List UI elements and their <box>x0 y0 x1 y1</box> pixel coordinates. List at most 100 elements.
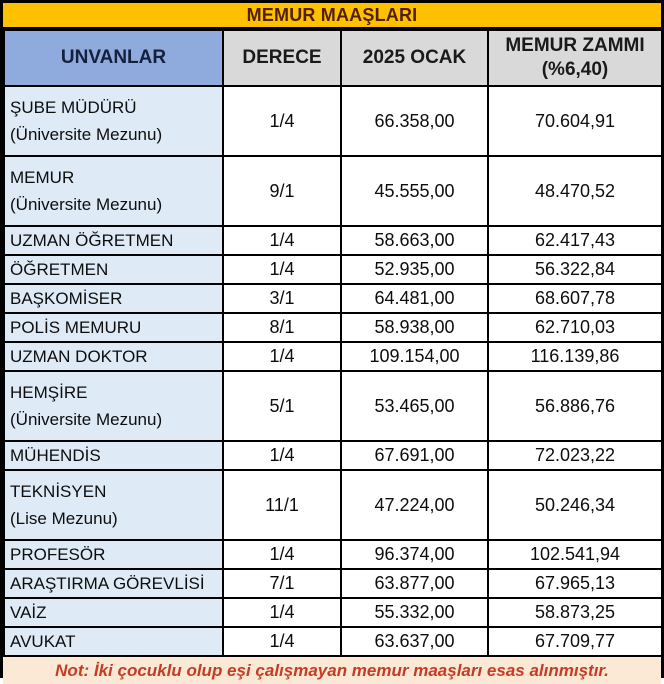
table-row: TEKNİSYEN (Lise Mezunu) 11/1 47.224,00 5… <box>3 469 663 541</box>
cell-unvan: PROFESÖR <box>3 539 224 570</box>
cell-2025-ocak: 58.663,00 <box>340 225 489 256</box>
cell-memur-zammi: 67.709,77 <box>487 626 663 657</box>
cell-2025-ocak: 96.374,00 <box>340 539 489 570</box>
cell-unvan: UZMAN ÖĞRETMEN <box>3 225 224 256</box>
footnote-bar: Not: İki çocuklu olup eşi çalışmayan mem… <box>3 657 661 684</box>
cell-unvan: AVUKAT <box>3 626 224 657</box>
cell-memur-zammi: 58.873,25 <box>487 597 663 628</box>
cell-2025-ocak: 47.224,00 <box>340 469 489 541</box>
unvan-title: ARAŞTIRMA GÖREVLİSİ <box>10 574 205 593</box>
cell-memur-zammi: 56.322,84 <box>487 254 663 285</box>
unvan-subtitle: (Üniversite Mezunu) <box>10 410 163 429</box>
cell-2025-ocak: 63.637,00 <box>340 626 489 657</box>
cell-derece: 8/1 <box>222 312 342 343</box>
cell-derece: 5/1 <box>222 370 342 442</box>
unvan-title: HEMŞİRE <box>10 383 88 402</box>
cell-2025-ocak: 58.938,00 <box>340 312 489 343</box>
unvan-title: VAİZ <box>10 603 47 622</box>
cell-memur-zammi: 56.886,76 <box>487 370 663 442</box>
unvan-title: PROFESÖR <box>10 545 106 564</box>
table-row: HEMŞİRE (Üniversite Mezunu) 5/1 53.465,0… <box>3 370 663 442</box>
column-header-2025-ocak: 2025 OCAK <box>340 29 489 87</box>
cell-unvan: UZMAN DOKTOR <box>3 341 224 372</box>
table-title: MEMUR MAAŞLARI <box>3 3 661 29</box>
cell-2025-ocak: 66.358,00 <box>340 85 489 157</box>
cell-unvan: MEMUR (Üniversite Mezunu) <box>3 155 224 227</box>
unvan-subtitle: (Lise Mezunu) <box>10 509 118 528</box>
unvan-title: UZMAN ÖĞRETMEN <box>10 231 174 250</box>
table-row: VAİZ 1/4 55.332,00 58.873,25 <box>3 597 663 628</box>
column-header-unvanlar: UNVANLAR <box>3 29 224 87</box>
cell-unvan: TEKNİSYEN (Lise Mezunu) <box>3 469 224 541</box>
unvan-title: MEMUR <box>10 168 75 187</box>
cell-memur-zammi: 70.604,91 <box>487 85 663 157</box>
table-row: ŞUBE MÜDÜRÜ (Üniversite Mezunu) 1/4 66.3… <box>3 85 663 157</box>
table-row: UZMAN ÖĞRETMEN 1/4 58.663,00 62.417,43 <box>3 225 663 256</box>
cell-unvan: BAŞKOMİSER <box>3 283 224 314</box>
unvan-subtitle: (Üniversite Mezunu) <box>10 195 163 214</box>
cell-derece: 1/4 <box>222 440 342 471</box>
cell-2025-ocak: 67.691,00 <box>340 440 489 471</box>
cell-derece: 1/4 <box>222 85 342 157</box>
table-row: ÖĞRETMEN 1/4 52.935,00 56.322,84 <box>3 254 663 285</box>
table-row: PROFESÖR 1/4 96.374,00 102.541,94 <box>3 539 663 570</box>
cell-derece: 1/4 <box>222 626 342 657</box>
cell-derece: 1/4 <box>222 539 342 570</box>
cell-memur-zammi: 48.470,52 <box>487 155 663 227</box>
cell-2025-ocak: 109.154,00 <box>340 341 489 372</box>
cell-derece: 1/4 <box>222 225 342 256</box>
cell-2025-ocak: 55.332,00 <box>340 597 489 628</box>
cell-derece: 11/1 <box>222 469 342 541</box>
table-row: UZMAN DOKTOR 1/4 109.154,00 116.139,86 <box>3 341 663 372</box>
cell-memur-zammi: 102.541,94 <box>487 539 663 570</box>
unvan-title: ŞUBE MÜDÜRÜ <box>10 98 137 117</box>
column-header-memur-zammi: MEMUR ZAMMI (%6,40) <box>487 29 663 87</box>
cell-2025-ocak: 45.555,00 <box>340 155 489 227</box>
table-row: POLİS MEMURU 8/1 58.938,00 62.710,03 <box>3 312 663 343</box>
cell-memur-zammi: 62.710,03 <box>487 312 663 343</box>
cell-memur-zammi: 68.607,78 <box>487 283 663 314</box>
table-row: MÜHENDİS 1/4 67.691,00 72.023,22 <box>3 440 663 471</box>
cell-memur-zammi: 62.417,43 <box>487 225 663 256</box>
cell-unvan: POLİS MEMURU <box>3 312 224 343</box>
unvan-title: MÜHENDİS <box>10 446 101 465</box>
unvan-title: UZMAN DOKTOR <box>10 347 148 366</box>
table-row: ARAŞTIRMA GÖREVLİSİ 7/1 63.877,00 67.965… <box>3 568 663 599</box>
table-row: BAŞKOMİSER 3/1 64.481,00 68.607,78 <box>3 283 663 314</box>
cell-unvan: MÜHENDİS <box>3 440 224 471</box>
cell-memur-zammi: 50.246,34 <box>487 469 663 541</box>
footnote-text: Not: İki çocuklu olup eşi çalışmayan mem… <box>55 660 609 680</box>
cell-memur-zammi: 67.965,13 <box>487 568 663 599</box>
cell-unvan: ÖĞRETMEN <box>3 254 224 285</box>
unvan-title: TEKNİSYEN <box>10 482 107 501</box>
cell-derece: 3/1 <box>222 283 342 314</box>
cell-derece: 1/4 <box>222 597 342 628</box>
cell-2025-ocak: 63.877,00 <box>340 568 489 599</box>
salary-table: UNVANLAR DERECE 2025 OCAK MEMUR ZAMMI (%… <box>3 29 663 657</box>
unvan-subtitle: (Üniversite Mezunu) <box>10 125 163 144</box>
cell-memur-zammi: 116.139,86 <box>487 341 663 372</box>
cell-memur-zammi: 72.023,22 <box>487 440 663 471</box>
cell-derece: 1/4 <box>222 254 342 285</box>
cell-unvan: ARAŞTIRMA GÖREVLİSİ <box>3 568 224 599</box>
cell-unvan: ŞUBE MÜDÜRÜ (Üniversite Mezunu) <box>3 85 224 157</box>
header-row: UNVANLAR DERECE 2025 OCAK MEMUR ZAMMI (%… <box>3 29 663 87</box>
memur-zammi-line2: (%6,40) <box>541 59 609 80</box>
table-body: ŞUBE MÜDÜRÜ (Üniversite Mezunu) 1/4 66.3… <box>3 85 663 657</box>
table-row: MEMUR (Üniversite Mezunu) 9/1 45.555,00 … <box>3 155 663 227</box>
column-header-derece: DERECE <box>222 29 342 87</box>
table-row: AVUKAT 1/4 63.637,00 67.709,77 <box>3 626 663 657</box>
cell-2025-ocak: 52.935,00 <box>340 254 489 285</box>
cell-2025-ocak: 53.465,00 <box>340 370 489 442</box>
unvan-title: POLİS MEMURU <box>10 318 142 337</box>
cell-derece: 1/4 <box>222 341 342 372</box>
cell-unvan: VAİZ <box>3 597 224 628</box>
memur-zammi-line1: MEMUR ZAMMI <box>505 35 645 56</box>
cell-unvan: HEMŞİRE (Üniversite Mezunu) <box>3 370 224 442</box>
cell-2025-ocak: 64.481,00 <box>340 283 489 314</box>
cell-derece: 7/1 <box>222 568 342 599</box>
unvan-title: ÖĞRETMEN <box>10 260 109 279</box>
unvan-title: AVUKAT <box>10 632 76 651</box>
cell-derece: 9/1 <box>222 155 342 227</box>
